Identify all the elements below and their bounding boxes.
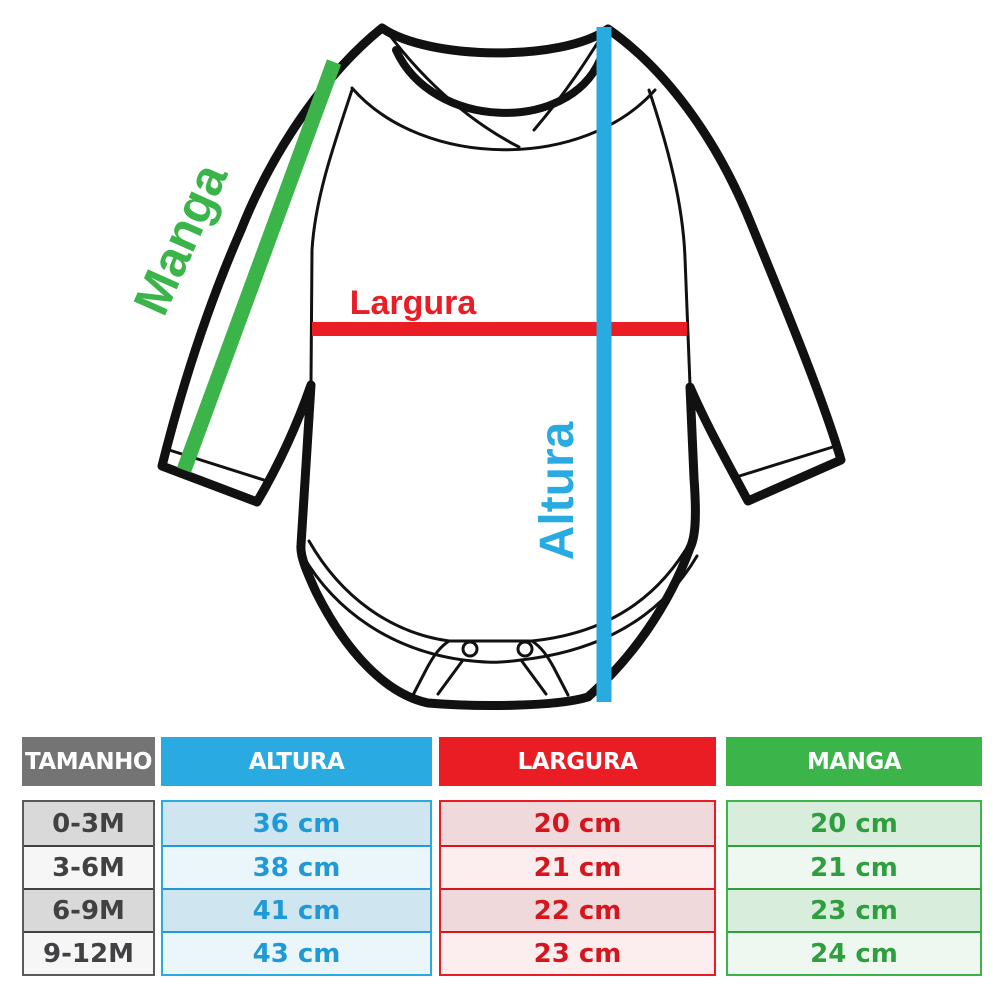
left-leg-binding-seam (307, 539, 451, 643)
left-shoulder-flap-seam (386, 31, 521, 149)
collar-band (392, 46, 604, 117)
crotch-flap-right-edge-2 (519, 658, 548, 696)
largura-cell: 22 cm (441, 888, 714, 931)
size-cell: 0-3M (24, 802, 153, 845)
tamanho-rows: 0-3M 3-6M 6-9M 9-12M (22, 800, 155, 976)
header-manga: MANGA (726, 737, 982, 786)
altura-cell: 36 cm (163, 802, 430, 845)
largura-cell: 21 cm (441, 845, 714, 888)
largura-rows: 20 cm 21 cm 22 cm 23 cm (439, 800, 716, 976)
size-table: TAMANHO 0-3M 3-6M 6-9M 9-12M ALTURA 36 c… (22, 737, 982, 976)
left-armhole-seam (309, 88, 354, 385)
altura-rows: 36 cm 38 cm 41 cm 43 cm (161, 800, 432, 976)
altura-cell: 43 cm (163, 931, 430, 974)
crotch-flap-inner-seam (461, 658, 523, 664)
column-largura: LARGURA 20 cm 21 cm 22 cm 23 cm (439, 737, 716, 976)
manga-cell: 23 cm (728, 888, 980, 931)
largura-cell: 20 cm (441, 802, 714, 845)
bodysuit-size-diagram: Manga Largura Altura (123, 23, 846, 710)
manga-measure-line (176, 59, 342, 473)
largura-label: Largura (350, 284, 478, 322)
size-cell: 9-12M (24, 931, 153, 974)
crotch-flap-left-edge (411, 639, 451, 697)
manga-rows: 20 cm 21 cm 23 cm 24 cm (726, 800, 982, 976)
bodysuit-outline (157, 23, 846, 710)
left-leg-binding-seam-2 (301, 554, 465, 662)
column-manga: MANGA 20 cm 21 cm 23 cm 24 cm (726, 737, 982, 976)
header-altura: ALTURA (161, 737, 432, 786)
right-armhole-seam (647, 88, 692, 387)
header-tamanho: TAMANHO (22, 737, 155, 786)
right-leg-binding-seam (530, 539, 693, 643)
column-tamanho: TAMANHO 0-3M 3-6M 6-9M 9-12M (22, 737, 155, 976)
largura-cell: 23 cm (441, 931, 714, 974)
altura-label: Altura (531, 421, 584, 560)
altura-cell: 41 cm (163, 888, 430, 931)
front-panel-neck-seam (350, 86, 657, 152)
right-leg-binding-seam-2 (519, 554, 699, 662)
snap-button-left (461, 640, 479, 658)
size-cell: 6-9M (24, 888, 153, 931)
crotch-flap-left-edge-2 (436, 658, 465, 696)
manga-cell: 20 cm (728, 802, 980, 845)
manga-cell: 21 cm (728, 845, 980, 888)
column-altura: ALTURA 36 cm 38 cm 41 cm 43 cm (161, 737, 432, 976)
size-cell: 3-6M (24, 845, 153, 888)
header-largura: LARGURA (439, 737, 716, 786)
manga-cell: 24 cm (728, 931, 980, 974)
right-cuff-seam (731, 444, 838, 480)
right-shoulder-flap-seam (532, 32, 605, 132)
altura-cell: 38 cm (163, 845, 430, 888)
snap-button-right (516, 640, 534, 658)
crotch-flap-right-edge (530, 639, 570, 697)
